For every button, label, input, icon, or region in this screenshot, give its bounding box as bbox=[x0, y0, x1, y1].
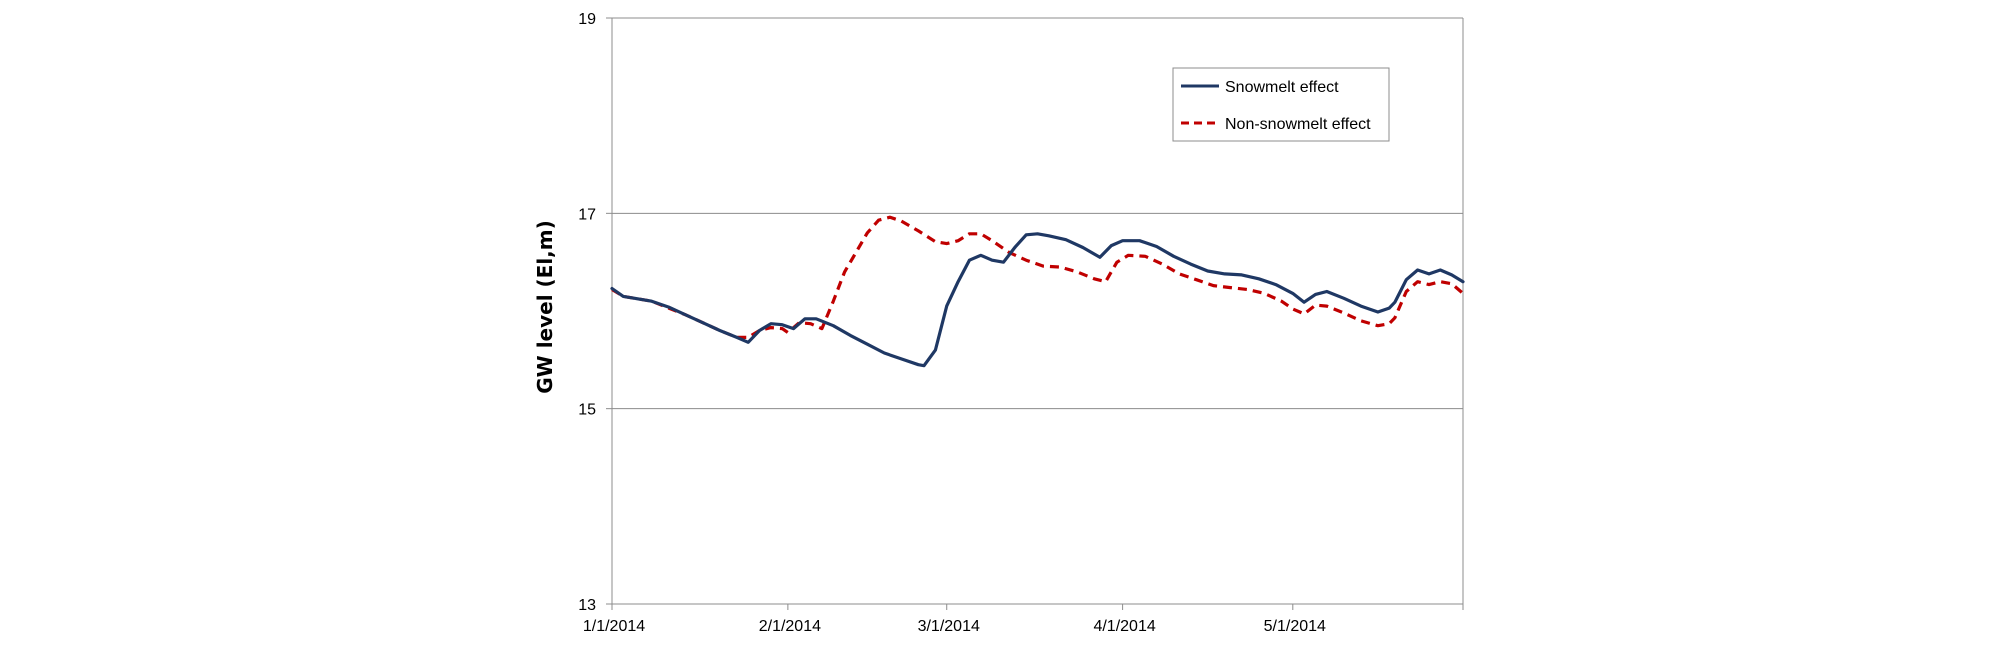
axes bbox=[606, 17, 1464, 610]
y-tick-label: 13 bbox=[578, 597, 596, 614]
legend-label-non-snowmelt: Non-snowmelt effect bbox=[1225, 116, 1371, 133]
y-tick-label: 19 bbox=[578, 11, 596, 28]
legend: Snowmelt effect Non-snowmelt effect bbox=[1172, 67, 1390, 142]
series-line-snowmelt bbox=[610, 232, 1465, 368]
series-line-non-snowmelt bbox=[611, 215, 1465, 339]
x-tick-label: 3/1/2014 bbox=[918, 618, 980, 635]
gridlines bbox=[612, 17, 1463, 410]
y-tick-label: 15 bbox=[578, 402, 596, 419]
series-layer bbox=[610, 215, 1465, 368]
x-tick-label: 1/1/2014 bbox=[583, 618, 645, 635]
tick-labels: 13 15 17 19 1/1/2014 2/1/2014 3/1/2014 4/1/2014… bbox=[578, 11, 1326, 635]
y-axis-title: GW level (El,m) bbox=[533, 220, 557, 394]
x-tick-label: 4/1/2014 bbox=[1093, 618, 1155, 635]
x-tick-label: 2/1/2014 bbox=[759, 618, 821, 635]
legend-label-snowmelt: Snowmelt effect bbox=[1225, 79, 1339, 96]
y-tick-label: 17 bbox=[578, 206, 596, 223]
x-tick-label: 5/1/2014 bbox=[1264, 618, 1326, 635]
legend-box bbox=[1172, 67, 1390, 142]
